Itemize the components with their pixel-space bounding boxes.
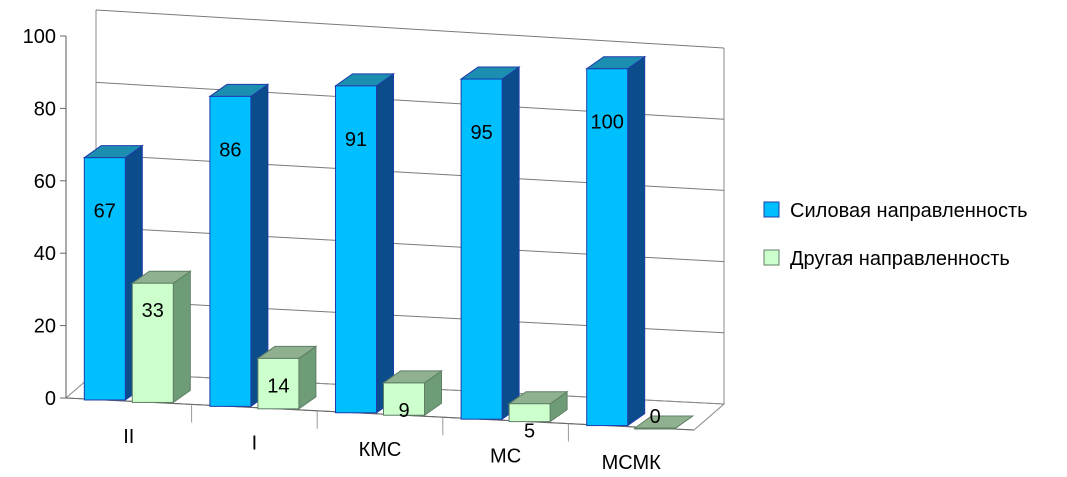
y-tick-label-80: 80	[34, 98, 56, 120]
bar-label-0-1: 86	[219, 139, 241, 161]
category-label-2: КМС	[359, 439, 402, 461]
y-tick-label-20: 20	[34, 316, 56, 338]
bar-0-3-front	[460, 78, 503, 420]
bar-1-3-front	[508, 403, 551, 423]
bar-1-1-front	[257, 357, 300, 410]
legend-swatch-0	[763, 201, 780, 218]
y-tick-label-60: 60	[34, 171, 56, 193]
category-label-0: II	[123, 426, 134, 448]
bar-1-2-front	[383, 382, 425, 416]
bar-0-4-front	[586, 68, 629, 427]
bar-0-3-side	[501, 66, 520, 421]
y-tick-label-40: 40	[34, 243, 56, 265]
bar-label-1-0: 33	[142, 300, 164, 322]
bar-0-2-front	[335, 85, 377, 414]
label-layer: 67 33 86 14 91 9 95 5 100 0	[94, 112, 661, 443]
bar-0-2-side	[376, 72, 394, 414]
bar-0-4-side	[627, 55, 646, 427]
bar-label-1-2: 9	[398, 400, 409, 422]
bar-label-1-4: 0	[650, 406, 661, 428]
category-label-1: I	[252, 433, 258, 455]
bar-layer	[82, 55, 695, 430]
category-label-4: МСМК	[602, 452, 662, 474]
y-tick-label-0: 0	[45, 388, 56, 410]
gridline-100	[95, 9, 725, 49]
bar-label-0-4: 100	[591, 112, 624, 134]
legend-layer: Силовая направленность Другая направленно…	[763, 200, 1028, 270]
bar-1-4-top	[633, 415, 695, 429]
bar-label-0-2: 91	[345, 129, 367, 151]
category-label-3: МС	[490, 445, 521, 467]
bar-1-0-side	[172, 270, 191, 404]
legend-label-0: Силовая направленность	[790, 200, 1028, 222]
bar-label-1-3: 5	[524, 421, 535, 443]
bar-label-1-1: 14	[267, 375, 289, 397]
y-tick-label-100: 100	[23, 26, 56, 48]
bar-label-0-3: 95	[470, 122, 492, 144]
bar-0-0-front	[83, 157, 126, 401]
bar-label-0-0: 67	[94, 201, 116, 223]
bar-0-1-front	[209, 95, 252, 407]
legend-label-1: Другая направленность	[790, 248, 1010, 270]
bar-1-4-front	[634, 427, 677, 430]
legend-swatch-1	[763, 249, 780, 266]
bar-1-0-front	[131, 282, 174, 403]
